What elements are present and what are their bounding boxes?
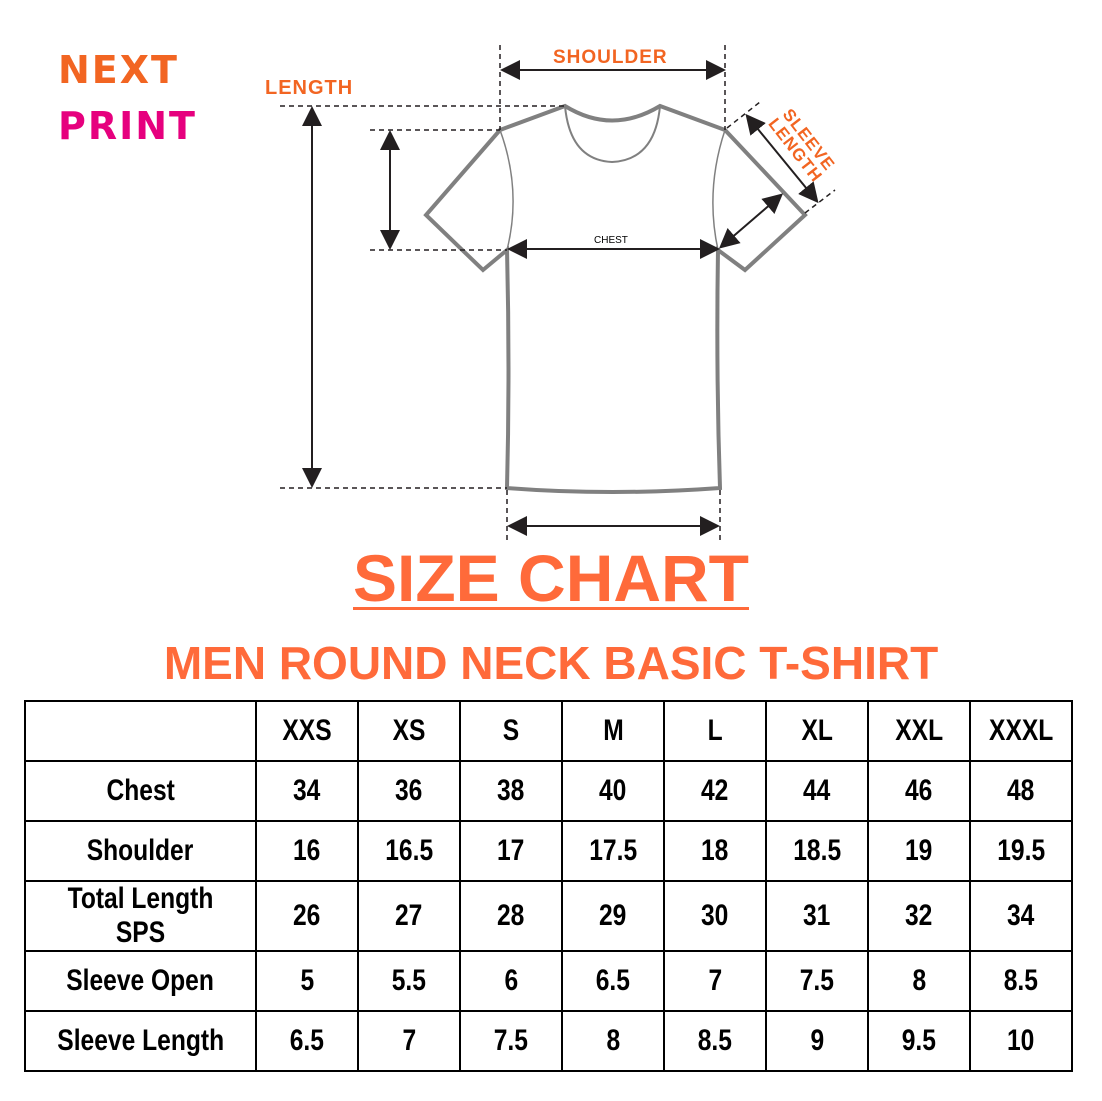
measurement-cell: 26 (255, 880, 359, 952)
measurement-cell: 32 (867, 880, 971, 952)
measurement-cell: 28 (459, 880, 563, 952)
measurement-cell: 44 (765, 760, 869, 822)
measurement-cell: 18 (663, 820, 767, 882)
measurement-cell: 9.5 (867, 1010, 971, 1072)
table-row: Shoulder 16 16.5 17 17.5 18 18.5 19 19.5 (24, 820, 1073, 882)
measurement-cell: 36 (357, 760, 461, 822)
table-row: Sleeve Open 5 5.5 6 6.5 7 7.5 8 8.5 (24, 950, 1073, 1012)
measurement-cell: 38 (459, 760, 563, 822)
table-row: Chest 34 36 38 40 42 44 46 48 (24, 760, 1073, 822)
measurement-cell: 17 (459, 820, 563, 882)
size-header: L (663, 700, 767, 762)
page-subtitle: MEN ROUND NECK BASIC T-SHIRT (163, 637, 939, 689)
measurement-cell: 42 (663, 760, 767, 822)
measurement-cell: 17.5 (561, 820, 665, 882)
tshirt-diagram (280, 45, 836, 540)
size-header: XS (357, 700, 461, 762)
measurement-cell: 34 (969, 880, 1073, 952)
chest-label: CHEST (594, 235, 628, 246)
measurement-cell: 27 (357, 880, 461, 952)
size-table: XXS XS S M L XL XXL XXXL Chest 34 36 38 40 42… (24, 700, 1073, 1072)
size-header: XXS (255, 700, 359, 762)
row-label: Sleeve Open (24, 950, 257, 1012)
shoulder-label: SHOULDER (553, 47, 668, 68)
measurement-cell: 10 (969, 1010, 1073, 1072)
measurement-cell: 19.5 (969, 820, 1073, 882)
brand-line2: PRINT (58, 104, 197, 148)
row-label: Shoulder (24, 820, 257, 882)
table-row: Total Length SPS 26 27 28 29 30 31 32 34 (24, 880, 1073, 952)
title-text: SIZE CHART (353, 541, 749, 615)
measurement-cell: 34 (255, 760, 359, 822)
measurement-cell: 7.5 (459, 1010, 563, 1072)
length-label: LENGTH (265, 77, 354, 99)
measurement-cell: 29 (561, 880, 665, 952)
measurement-cell: 16 (255, 820, 359, 882)
guide-lines (280, 45, 836, 540)
size-header: XXXL (969, 700, 1073, 762)
measurement-cell: 5 (255, 950, 359, 1012)
measurement-cell: 48 (969, 760, 1073, 822)
measurement-cell: 7 (357, 1010, 461, 1072)
measurement-cell: 8.5 (969, 950, 1073, 1012)
size-header: S (459, 700, 563, 762)
measurement-cell: 8.5 (663, 1010, 767, 1072)
size-header: XL (765, 700, 869, 762)
measurement-cell: 31 (765, 880, 869, 952)
brand-line1: NEXT (58, 48, 179, 92)
table-row: Sleeve Length 6.5 7 7.5 8 8.5 9 9.5 10 (24, 1010, 1073, 1072)
measurement-cell: 40 (561, 760, 665, 822)
measure-arrows (302, 60, 819, 536)
brand-logo: NEXT PRINT (58, 48, 197, 148)
measurement-cell: 6.5 (255, 1010, 359, 1072)
row-label: Total Length SPS (24, 880, 257, 952)
measurement-cell: 8 (561, 1010, 665, 1072)
page-title: SIZE CHART (0, 540, 1102, 616)
row-label: Sleeve Length (24, 1010, 257, 1072)
size-header: XXL (867, 700, 971, 762)
measurement-cell: 46 (867, 760, 971, 822)
measurement-cell: 16.5 (357, 820, 461, 882)
measurement-cell: 6.5 (561, 950, 665, 1012)
measurement-cell: 18.5 (765, 820, 869, 882)
measurement-cell: 30 (663, 880, 767, 952)
shirt-outline (423, 103, 808, 494)
table-header-row: XXS XS S M L XL XXL XXXL (24, 700, 1073, 762)
row-label: Chest (24, 760, 257, 822)
measurement-cell: 19 (867, 820, 971, 882)
size-header: M (561, 700, 665, 762)
measurement-cell: 5.5 (357, 950, 461, 1012)
measurement-cell: 7 (663, 950, 767, 1012)
measurement-cell: 8 (867, 950, 971, 1012)
measurement-cell: 6 (459, 950, 563, 1012)
measurement-cell: 7.5 (765, 950, 869, 1012)
measurement-cell: 9 (765, 1010, 869, 1072)
corner-cell (24, 700, 257, 762)
